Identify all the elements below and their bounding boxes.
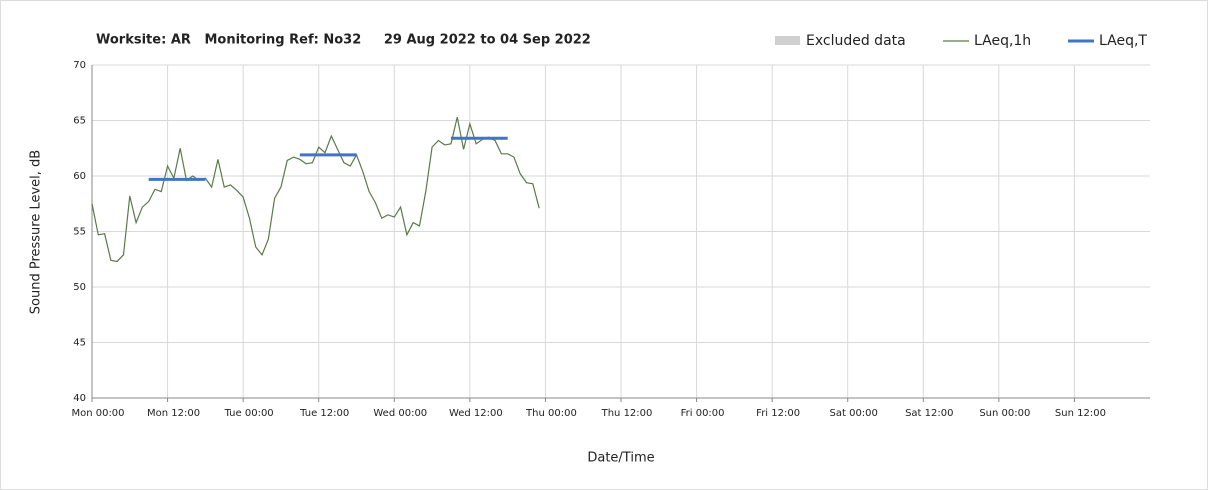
y-tick-label: 50 bbox=[73, 282, 86, 293]
chart-title: Worksite: AR Monitoring Ref: No32 29 Aug… bbox=[96, 33, 591, 48]
y-tick-label: 40 bbox=[73, 393, 86, 404]
x-tick-label: Mon 00:00 bbox=[71, 408, 124, 419]
x-tick-label: Mon 12:00 bbox=[147, 408, 200, 419]
y-tick-label: 55 bbox=[73, 227, 86, 238]
x-tick-label: Thu 00:00 bbox=[525, 408, 577, 419]
y-tick-label: 45 bbox=[73, 338, 86, 349]
legend-swatch bbox=[775, 36, 800, 45]
legend-label: LAeq,T bbox=[1099, 33, 1147, 49]
y-axis-label: Sound Pressure Level, dB bbox=[29, 150, 44, 314]
y-tick-label: 65 bbox=[73, 116, 86, 127]
x-tick-label: Sat 12:00 bbox=[905, 408, 953, 419]
x-tick-label: Tue 00:00 bbox=[224, 408, 274, 419]
x-tick-label: Wed 00:00 bbox=[373, 408, 427, 419]
y-tick-label: 70 bbox=[73, 60, 86, 71]
x-axis-label: Date/Time bbox=[587, 451, 654, 466]
x-tick-label: Sat 00:00 bbox=[830, 408, 878, 419]
y-tick-label: 60 bbox=[73, 171, 86, 182]
x-tick-label: Wed 12:00 bbox=[449, 408, 503, 419]
x-tick-label: Fri 12:00 bbox=[756, 408, 800, 419]
x-tick-label: Thu 12:00 bbox=[601, 408, 653, 419]
x-tick-label: Sun 00:00 bbox=[979, 408, 1030, 419]
legend-label: Excluded data bbox=[806, 33, 906, 49]
x-tick-label: Fri 00:00 bbox=[681, 408, 725, 419]
x-tick-label: Tue 12:00 bbox=[299, 408, 349, 419]
legend-label: LAeq,1h bbox=[974, 33, 1031, 49]
x-tick-label: Sun 12:00 bbox=[1055, 408, 1106, 419]
